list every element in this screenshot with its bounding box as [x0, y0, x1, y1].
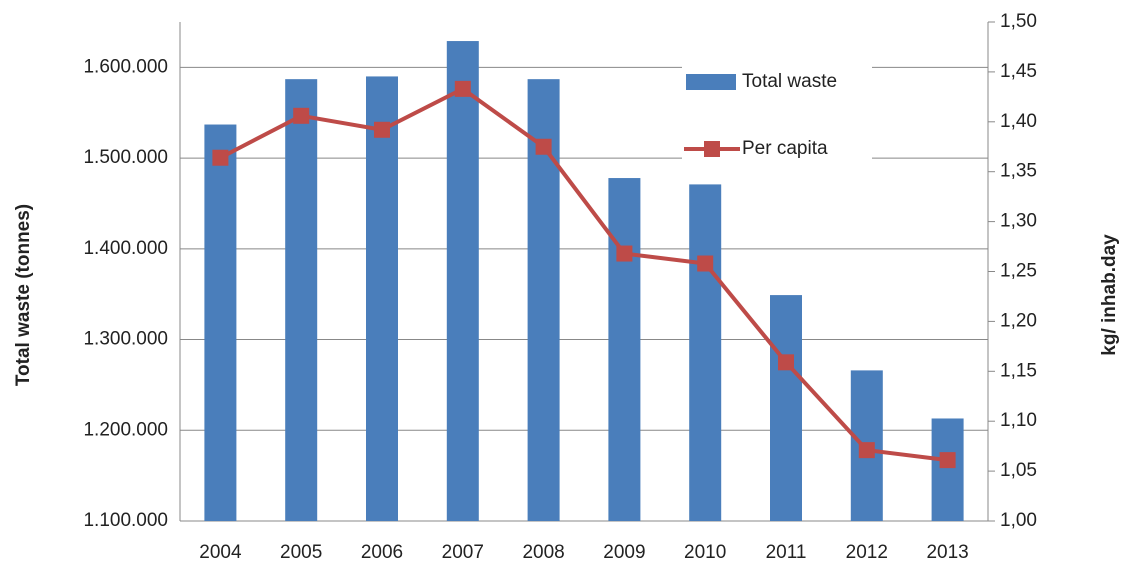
y2-tick-label: 1,10: [1000, 410, 1037, 431]
bar: [608, 178, 641, 521]
line-marker: [939, 452, 956, 469]
bar: [446, 41, 479, 521]
line-marker: [778, 354, 794, 371]
line-marker: [293, 107, 310, 124]
line-marker: [697, 255, 714, 272]
y-tick-label: 1.600.000: [83, 56, 168, 77]
bar: [689, 184, 722, 521]
y2-tick-label: 1,25: [1000, 261, 1037, 282]
bar: [770, 295, 802, 521]
bar: [931, 418, 964, 521]
legend-label: Per capita: [742, 138, 828, 159]
line-marker: [858, 442, 875, 459]
x-tick-label: 2005: [280, 542, 322, 563]
y2-axis-title: kg/ inhab.day: [1099, 234, 1120, 356]
x-tick-label: 2006: [361, 542, 403, 563]
x-tick-label: 2008: [522, 542, 564, 563]
x-tick-label: 2013: [926, 542, 968, 563]
line-marker: [212, 149, 229, 166]
legend-swatch-marker: [704, 141, 720, 157]
y2-tick-label: 1,40: [1000, 111, 1037, 132]
legend-swatch: [686, 74, 736, 90]
y2-tick-label: 1,35: [1000, 161, 1037, 182]
line-marker: [454, 80, 471, 97]
bar: [366, 76, 398, 521]
y-tick-label: 1.200.000: [83, 419, 168, 440]
x-tick-label: 2007: [442, 542, 484, 563]
y2-tick-label: 1,05: [1000, 460, 1037, 481]
y2-tick-label: 1,15: [1000, 360, 1037, 381]
y2-tick-label: 1,30: [1000, 211, 1037, 232]
bar: [204, 124, 237, 521]
y-axis-title: Total waste (tonnes): [13, 204, 34, 386]
y-tick-label: 1.100.000: [83, 510, 168, 531]
x-tick-label: 2011: [766, 542, 807, 563]
y2-tick-label: 1,00: [1000, 510, 1037, 531]
x-tick-label: 2004: [199, 542, 242, 563]
y-tick-label: 1.300.000: [83, 329, 168, 350]
x-tick-label: 2009: [603, 542, 645, 563]
line-marker: [374, 121, 390, 138]
y-tick-label: 1.400.000: [83, 238, 168, 259]
bar: [285, 79, 318, 522]
line: [219, 86, 948, 463]
legend-label: Total waste: [742, 71, 837, 92]
line-marker: [616, 245, 633, 262]
line-marker: [535, 138, 552, 155]
y2-tick-label: 1,50: [1000, 11, 1037, 32]
y-tick-label: 1.500.000: [83, 147, 168, 168]
y2-tick-label: 1,45: [1000, 61, 1037, 82]
x-tick-label: 2010: [684, 542, 726, 563]
y2-tick-label: 1,20: [1000, 310, 1037, 331]
x-tick-label: 2012: [846, 542, 888, 563]
